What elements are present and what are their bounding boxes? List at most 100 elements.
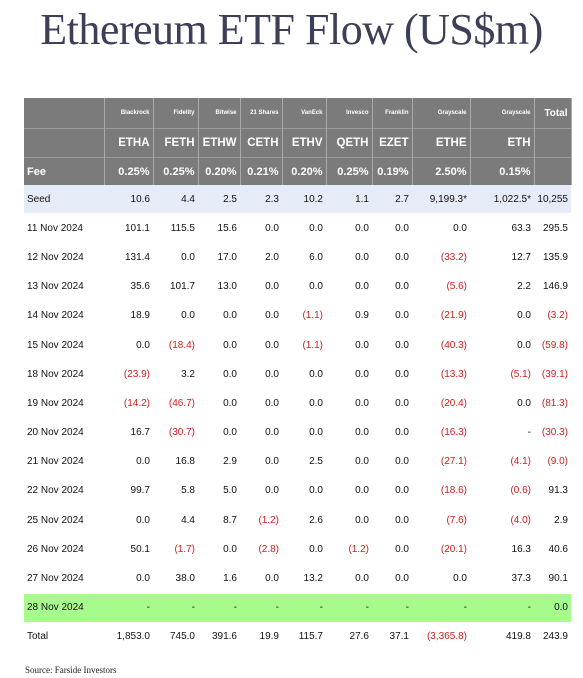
flow-cell: (40.3) [412,330,470,361]
flow-cell: (2.8) [240,534,282,565]
flow-cell: 3.2 [153,359,198,390]
flow-cell: 35.6 [104,272,153,302]
flow-cell: 9,199.3* [412,185,470,215]
flow-cell: 37.1 [372,621,412,653]
flow-cell: 101.7 [153,272,198,302]
flow-cell: (5.6) [412,272,470,302]
flow-cell: 5.0 [198,476,240,507]
row-label: 21 Nov 2024 [24,447,104,477]
flow-cell: (46.7) [153,388,198,419]
row-label: 11 Nov 2024 [24,213,104,244]
flow-cell: 0.0 [240,213,282,244]
flow-cell: 0.0 [198,418,240,448]
flow-cell: 2.9 [198,447,240,477]
flow-cell: (1.2) [326,534,372,565]
flow-cell: 0.0 [372,301,412,331]
flow-cell: (20.4) [412,388,470,419]
flow-cell: 0.0 [240,418,282,448]
flow-cell: 10.2 [282,185,326,215]
flow-cell: 295.5 [534,213,571,244]
flow-cell: (1.1) [282,330,326,361]
flow-cell: 2.5 [198,185,240,215]
flow-cell: 0.0 [326,418,372,448]
flow-cell: 0.0 [198,301,240,331]
issuer-cell: 21 Shares [240,98,283,129]
page-title: Ethereum ETF Flow (US$m) [40,5,543,54]
row-label: 19 Nov 2024 [24,388,104,419]
flow-cell: 0.0 [104,330,153,361]
flow-cell: 0.0 [198,359,240,390]
flow-cell: 1,853.0 [104,621,153,653]
flow-cell: (20.1) [412,534,470,565]
fee-label: Fee [24,157,105,185]
table-row: 14 Nov 2024 18.9 0.0 0.0 0.0 (1.1) 0.9 0.0 (21.9… [24,301,571,331]
flow-cell: 131.4 [104,242,153,273]
ticker-cell: QETH [326,128,373,158]
table-row: 18 Nov 2024 (23.9) 3.2 0.0 0.0 0.0 0.0 0.0 (13.3… [24,359,571,390]
table-row: 22 Nov 2024 99.7 5.8 5.0 0.0 0.0 0.0 0.0 (18.6)(… [24,476,571,507]
flow-cell: 0.0 [372,330,412,361]
ticker-cell: EZET [372,128,413,158]
row-label: 25 Nov 2024 [24,505,104,536]
flow-cell: 0.0 [240,563,282,594]
flow-cell: 40.6 [534,534,571,565]
table-row: Seed 10.6 4.4 2.5 2.3 10.2 1.1 2.7 9,199.3* 1,022… [24,185,571,215]
flow-cell: (59.8) [534,330,571,361]
issuer-cell: Invesco [326,98,373,129]
fee-row: Fee 0.25% 0.25% 0.20% 0.21% 0.20% 0.25% … [24,157,572,185]
ticker-cell: ETHE [412,128,471,158]
row-label: Seed [24,185,104,215]
flow-cell: 2.2 [470,272,534,302]
row-label: Total [24,621,104,653]
flow-cell: 0.0 [326,447,372,477]
flow-cell: 19.9 [240,621,282,653]
flow-cell: 0.0 [326,213,372,244]
flow-cell: 0.0 [372,272,412,302]
flow-cell: 0.0 [240,330,282,361]
flow-cell: 2.7 [372,185,412,215]
flow-cell: 10.6 [104,185,153,215]
table-row: 21 Nov 2024 0.0 16.8 2.9 0.0 2.5 0.0 0.0 (27.1)(… [24,447,571,477]
flow-cell: (18.4) [153,330,198,361]
flow-cell: 5.8 [153,476,198,507]
ticker-cell: CETH [240,128,283,158]
flow-cell: 0.0 [240,388,282,419]
issuer-cell: Fidelity [153,98,199,129]
row-label: 22 Nov 2024 [24,476,104,507]
flow-cell: 0.0 [104,505,153,536]
fee-cell: 0.25% [326,157,373,185]
flow-cell: - [240,593,282,623]
table-row: 20 Nov 2024 16.7 (30.7) 0.0 0.0 0.0 0.0 0.0 (16.… [24,418,571,448]
flow-body: Seed 10.6 4.4 2.5 2.3 10.2 1.1 2.7 9,199.3* 1,022… [24,185,571,653]
flow-cell: 1,022.5* [470,185,534,215]
flow-cell: 37.3 [470,563,534,594]
flow-cell: 0.0 [198,388,240,419]
flow-cell: (3.2) [534,301,571,331]
flow-cell: 0.0 [372,534,412,565]
flow-cell: 0.0 [372,359,412,390]
fee-cell: 0.20% [282,157,327,185]
flow-cell: 2.6 [282,505,326,536]
flow-cell: 38.0 [153,563,198,594]
flow-cell: 0.0 [372,388,412,419]
flow-cell: - [282,593,326,623]
fee-cell: 0.25% [104,157,154,185]
flow-cell: 13.0 [198,272,240,302]
flow-cell: (0.6) [470,476,534,507]
flow-cell: (27.1) [412,447,470,477]
flow-cell: (4.1) [470,447,534,477]
table-row: 11 Nov 2024 101.1 115.5 15.6 0.0 0.0 0.0 0.0 0.0… [24,213,571,244]
flow-cell: 0.0 [470,388,534,419]
fee-cell: 0.19% [372,157,413,185]
flow-cell: 8.7 [198,505,240,536]
flow-cell: 0.0 [282,418,326,448]
flow-cell: 0.0 [372,242,412,273]
flow-cell: 1.1 [326,185,372,215]
issuer-cell: Grayscale [470,98,535,129]
flow-cell: 0.0 [326,272,372,302]
source-note: Source: Farside Investors [25,665,117,675]
flow-cell: 419.8 [470,621,534,653]
ticker-cell: ETHV [282,128,327,158]
flow-cell: 27.6 [326,621,372,653]
flow-cell: 101.1 [104,213,153,244]
